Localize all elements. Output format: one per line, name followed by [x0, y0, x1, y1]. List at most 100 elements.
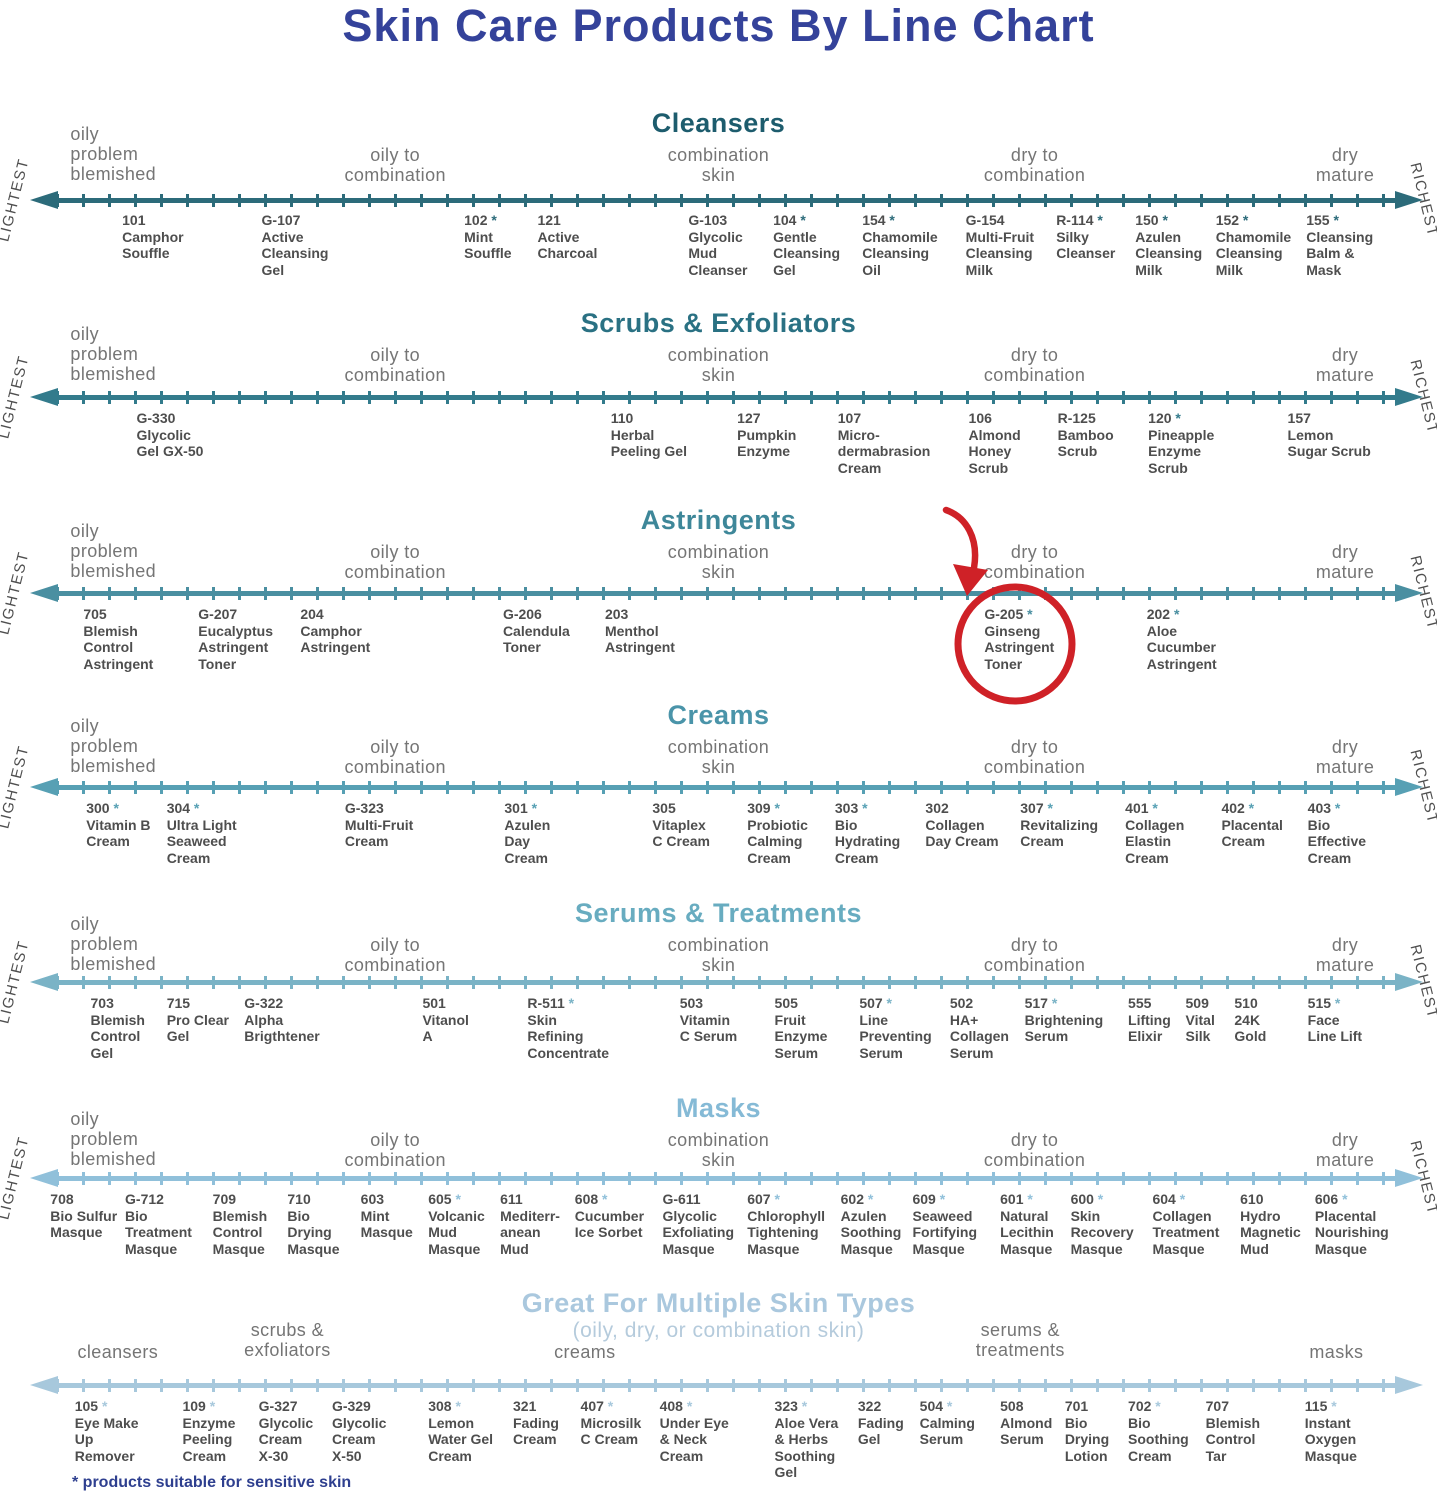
- product-code: G-322: [244, 995, 319, 1012]
- product-401: 401 * Collagen Elastin Cream: [1125, 800, 1184, 866]
- product-code: 515 *: [1308, 995, 1362, 1012]
- product-403: 403 * Bio Effective Cream: [1308, 800, 1366, 866]
- product-number: 110: [610, 410, 634, 426]
- axis-zone-label: combination skin: [667, 345, 770, 386]
- product-name: Almond Serum: [1000, 1414, 1053, 1448]
- axis-zone-label: combination skin: [667, 145, 770, 186]
- sensitive-skin-star: *: [98, 1398, 108, 1414]
- product-g-611: G-611 Glycolic Exfoliating Masque: [662, 1191, 734, 1257]
- sensitive-skin-star: *: [1093, 1191, 1104, 1207]
- product-code: G-207: [198, 606, 273, 623]
- product-g-323: G-323 Multi-Fruit Cream: [345, 800, 413, 850]
- product-number: 710: [287, 1191, 311, 1207]
- sensitive-skin-star: *: [770, 1191, 780, 1207]
- product-408: 408 * Under Eye & Neck Cream: [660, 1398, 729, 1464]
- product-code: 304 *: [167, 800, 237, 817]
- product-code: 115 *: [1305, 1398, 1357, 1415]
- product-115: 115 * Instant Oxygen Masque: [1305, 1398, 1357, 1464]
- axis-zone-label: oily to combination: [344, 145, 446, 186]
- axis-ticks: [56, 976, 1391, 989]
- product-name: Ginseng Astringent Toner: [984, 622, 1055, 672]
- axis-zone-label: oily problem blemished: [70, 521, 157, 582]
- product-number: 503: [679, 995, 704, 1011]
- axis-zone-label: dry mature: [1315, 935, 1375, 976]
- product-120: 120 * Pineapple Enzyme Scrub: [1148, 410, 1214, 476]
- product-code: 606 *: [1315, 1191, 1389, 1208]
- product-code: 509: [1186, 995, 1215, 1012]
- product-101: 101 Camphor Souffle: [122, 212, 183, 262]
- product-name: Vitamin B Cream: [86, 816, 151, 850]
- axis-end-label-lightest: LIGHTEST: [0, 938, 33, 1026]
- product-number: G-103: [688, 212, 728, 228]
- product-302: 302 Collagen Day Cream: [925, 800, 998, 850]
- product-number: 127: [737, 410, 761, 426]
- product-name: Instant Oxygen Masque: [1304, 1414, 1357, 1464]
- product-code: 517 *: [1025, 995, 1104, 1012]
- product-number: G-611: [662, 1191, 701, 1207]
- product-name: Cleansing Balm & Mask: [1306, 228, 1374, 278]
- product-600: 600 * Skin Recovery Masque: [1071, 1191, 1134, 1257]
- product-601: 601 * Natural Lecithin Masque: [1000, 1191, 1054, 1257]
- axis-zone-label: oily problem blemished: [70, 716, 157, 777]
- product-g-329: G-329 Glycolic Cream X-50: [332, 1398, 386, 1464]
- product-number: 604: [1152, 1191, 1176, 1207]
- product-name: Placental Nourishing Masque: [1314, 1207, 1389, 1257]
- axis-arrowhead-left-icon: [30, 388, 58, 406]
- product-121: 121 Active Charcoal: [537, 212, 597, 262]
- axis-arrowhead-left-icon: [30, 584, 58, 602]
- product-602: 602 * Azulen Soothing Masque: [841, 1191, 902, 1257]
- product-code: 408 *: [660, 1398, 729, 1415]
- product-name: Bio Effective Cream: [1307, 816, 1367, 866]
- sensitive-skin-star: *: [797, 1398, 808, 1414]
- sensitive-skin-star: *: [1151, 1398, 1161, 1414]
- product-104: 104 * Gentle Cleansing Gel: [773, 212, 840, 278]
- product-name: Bio Drying Masque: [287, 1207, 340, 1257]
- product-304: 304 * Ultra Light Seaweed Cream: [167, 800, 237, 866]
- product-code: 203: [605, 606, 675, 623]
- sensitive-skin-star: *: [205, 1398, 216, 1414]
- axis-zone-label: dry to combination: [983, 737, 1086, 778]
- product-name: Eucalyptus Astringent Toner: [198, 622, 273, 672]
- product-code: 104 *: [773, 212, 840, 229]
- product-code: 107: [838, 410, 931, 427]
- product-number: 507: [859, 995, 883, 1011]
- product-code: 407 *: [581, 1398, 642, 1415]
- product-code: 307 *: [1020, 800, 1098, 817]
- product-number: G-206: [502, 606, 542, 622]
- product-154: 154 * Chamomile Cleansing Oil: [862, 212, 937, 278]
- product-code: 102 *: [464, 212, 511, 229]
- product-code: 510: [1234, 995, 1266, 1012]
- product-name: Active Cleansing Gel: [261, 228, 329, 278]
- axis-arrowhead-left-icon: [30, 973, 58, 991]
- axis-zone-label: combination skin: [667, 935, 770, 976]
- product-g-207: G-207 Eucalyptus Astringent Toner: [198, 606, 273, 672]
- product-number: R-114: [1056, 212, 1094, 228]
- axis-zone-label: oily problem blemished: [70, 324, 157, 385]
- sensitive-skin-star: *: [1093, 212, 1103, 228]
- section-astringents: Astringents oily problem blemished oily to…: [0, 505, 1437, 701]
- product-code: 121: [537, 212, 597, 229]
- product-name: Line Preventing Serum: [859, 1011, 932, 1061]
- axis-end-label-lightest: LIGHTEST: [0, 1134, 33, 1222]
- product-number: 703: [90, 995, 114, 1011]
- axis-zone-label: creams: [554, 1342, 616, 1362]
- product-name: Fading Gel: [857, 1414, 904, 1448]
- product-number: 120: [1148, 410, 1172, 426]
- product-number: 106: [968, 410, 992, 426]
- product-number: 607: [747, 1191, 771, 1207]
- product-number: 204: [300, 606, 324, 622]
- product-code: 301 *: [504, 800, 550, 817]
- axis-zone-label: combination skin: [667, 542, 770, 583]
- product-number: 309: [747, 800, 771, 816]
- section-multiple-skin-types: Great For Multiple Skin Types (oily, dry,…: [0, 1288, 1437, 1484]
- product-number: 407: [580, 1398, 604, 1414]
- product-715: 715 Pro Clear Gel: [167, 995, 229, 1045]
- product-name: Pumpkin Enzyme: [737, 426, 797, 460]
- product-name: Pro Clear Gel: [166, 1011, 229, 1045]
- axis-zone-label: serums & treatments: [975, 1320, 1065, 1361]
- section-heading: Great For Multiple Skin Types: [521, 1288, 916, 1318]
- axis-zone-label: dry to combination: [983, 1130, 1086, 1171]
- product-name: Chamomile Cleansing Oil: [862, 228, 938, 278]
- axis-zone-label: oily problem blemished: [70, 1109, 157, 1170]
- product-code: G-611: [662, 1191, 734, 1208]
